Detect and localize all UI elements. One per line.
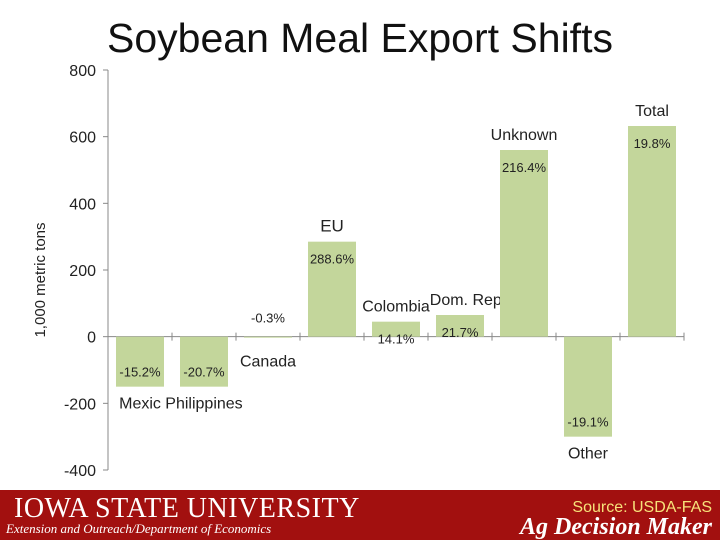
data-label: -19.1% xyxy=(567,415,609,430)
y-tick-label: -400 xyxy=(64,463,96,480)
data-label: -20.7% xyxy=(183,365,225,380)
data-label: 216.4% xyxy=(502,160,547,175)
bar-mexico xyxy=(116,336,164,387)
bar-other xyxy=(564,336,612,437)
y-tick-label: 800 xyxy=(69,63,96,80)
footer-bar xyxy=(0,490,720,540)
brand-logo-text: Ag Decision Maker xyxy=(520,514,712,540)
category-label: Philippines xyxy=(165,396,242,413)
y-tick-label: 600 xyxy=(69,130,96,147)
category-label: Total xyxy=(635,103,669,120)
y-tick-label: 400 xyxy=(69,196,96,213)
bar-canada xyxy=(244,336,292,338)
y-tick-label: 0 xyxy=(87,330,96,347)
waterfall-chart: 800 600 400 200 0 -200 -400 1,000 metric tons -1… xyxy=(32,63,685,480)
university-logo-text: IOWA STATE UNIVERSITY xyxy=(14,493,360,524)
category-label: Canada xyxy=(240,354,296,371)
bar-philippines xyxy=(180,336,228,387)
data-label: 19.8% xyxy=(634,136,671,151)
data-label: -15.2% xyxy=(119,365,161,380)
bar-unknown xyxy=(500,150,548,337)
y-tick-label: -200 xyxy=(64,396,96,413)
source-text: Source: USDA-FAS xyxy=(572,499,712,516)
bar-eu xyxy=(308,241,356,337)
category-label: EU xyxy=(320,217,344,236)
department-text: Extension and Outreach/Department of Eco… xyxy=(6,521,272,536)
y-tick-label: 200 xyxy=(69,263,96,280)
slide-title: Soybean Meal Export Shifts xyxy=(107,15,613,61)
y-axis-label: 1,000 metric tons xyxy=(32,222,49,337)
data-label: 288.6% xyxy=(310,252,355,267)
category-label: Dom. Rep. xyxy=(430,292,506,309)
bar-total xyxy=(628,126,676,337)
category-label: Unknown xyxy=(491,127,558,144)
bar-dom-rep- xyxy=(436,315,484,337)
category-label: Colombia xyxy=(362,299,430,316)
category-label: Mexic xyxy=(119,396,161,413)
data-label: 21.7% xyxy=(442,325,479,340)
category-label: Other xyxy=(568,446,609,463)
data-label: 14.1% xyxy=(378,332,415,347)
data-label: -0.3% xyxy=(251,311,285,326)
bar-colombia xyxy=(372,321,420,337)
